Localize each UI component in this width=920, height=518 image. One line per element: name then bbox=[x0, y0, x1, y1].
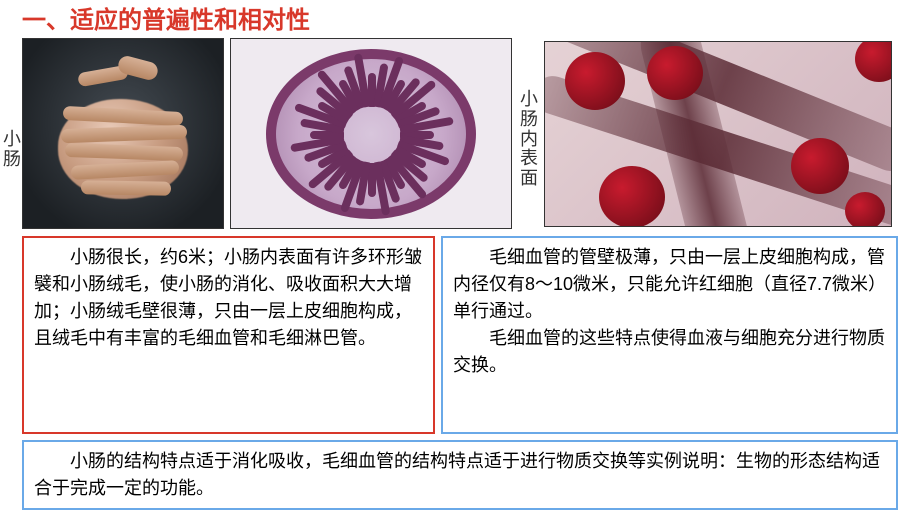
label-intestine: 小肠 bbox=[2, 130, 22, 170]
textbox-intestine: 小肠很长，约6米；小肠内表面有许多环形皱襞和小肠绒毛，使小肠的消化、吸收面积大大… bbox=[22, 236, 435, 434]
image-capillary bbox=[544, 41, 892, 227]
intestine-render bbox=[23, 39, 223, 228]
section-title: 一、适应的普遍性和相对性 bbox=[22, 0, 310, 35]
textbox-capillary: 毛细血管的管壁极薄，只由一层上皮细胞构成，管内径仅有8～10微米，只能允许红细胞… bbox=[441, 236, 898, 434]
capillary-micrograph bbox=[545, 42, 891, 226]
image-villi bbox=[230, 38, 512, 229]
textbox-summary: 小肠的结构特点适于消化吸收，毛细血管的结构特点适于进行物质交换等实例说明：生物的… bbox=[22, 440, 898, 510]
villi-micrograph bbox=[231, 39, 511, 228]
image-intestine bbox=[22, 38, 224, 229]
image-row bbox=[22, 38, 892, 229]
